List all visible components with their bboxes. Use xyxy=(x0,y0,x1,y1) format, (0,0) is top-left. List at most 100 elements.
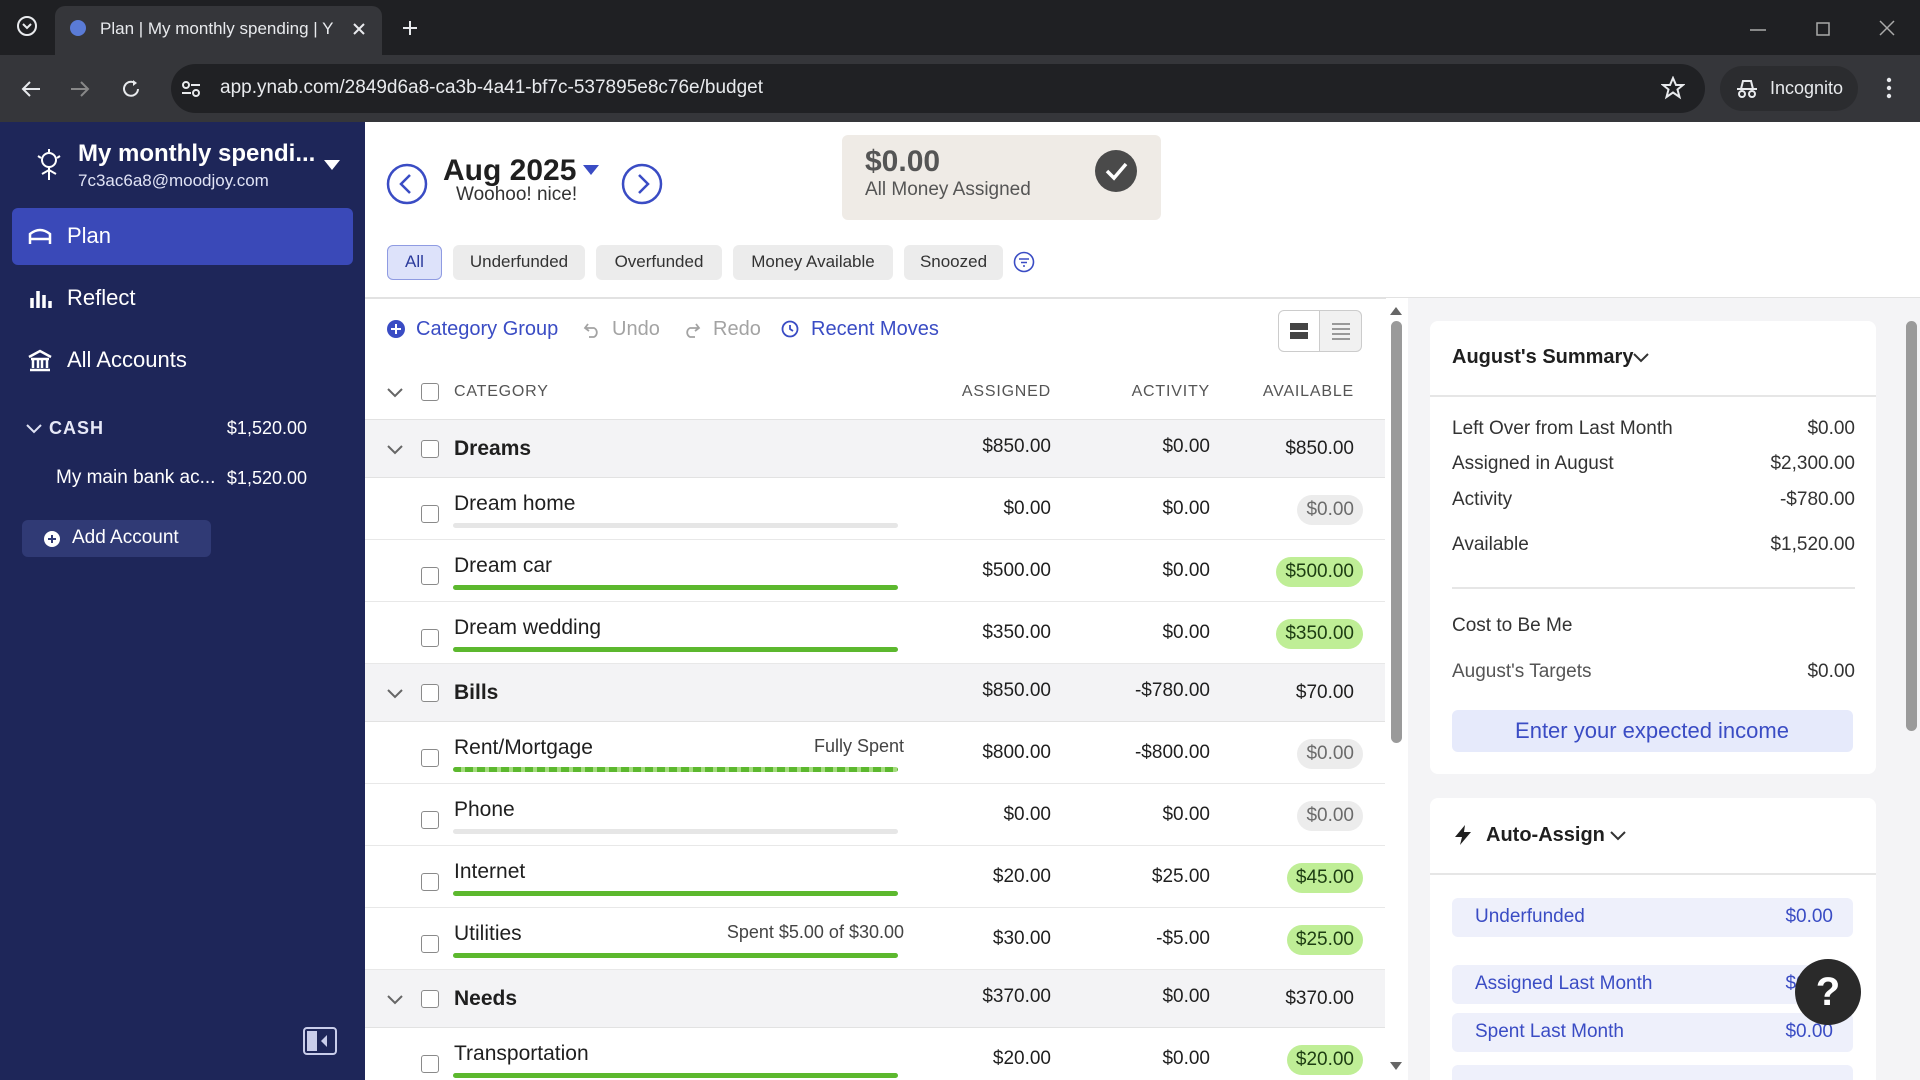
income-button[interactable] xyxy=(1452,710,1853,752)
chevron[interactable] xyxy=(1609,829,1627,841)
minimize[interactable] xyxy=(1748,22,1768,32)
filter-options[interactable] xyxy=(1013,251,1035,273)
tab-close[interactable] xyxy=(351,21,367,37)
help-button[interactable] xyxy=(1795,959,1861,1025)
group-name[interactable]: Bills xyxy=(454,681,499,704)
category-group-row[interactable] xyxy=(365,664,1385,722)
category-name[interactable]: Dream home xyxy=(454,492,576,515)
category-name[interactable]: Transportation xyxy=(454,1042,589,1065)
collapse-sidebar[interactable] xyxy=(303,1027,337,1055)
tab[interactable] xyxy=(55,6,382,55)
category-row[interactable] xyxy=(365,784,1385,846)
checkbox[interactable] xyxy=(421,811,439,829)
category-row[interactable] xyxy=(365,846,1385,908)
filter-pill[interactable] xyxy=(453,245,585,280)
omnibox[interactable] xyxy=(171,64,1705,113)
close-window[interactable] xyxy=(1878,19,1896,37)
prev-month[interactable] xyxy=(386,163,428,205)
available-pill[interactable]: $350.00 xyxy=(1276,619,1363,649)
category-assigned[interactable]: $20.00 xyxy=(992,1048,1051,1069)
toolbar-action[interactable]: Undo xyxy=(612,318,660,340)
available-pill[interactable]: $500.00 xyxy=(1276,557,1363,587)
available-pill[interactable]: $25.00 xyxy=(1286,925,1363,955)
category-name[interactable]: Phone xyxy=(454,798,515,821)
auto-assign-option[interactable] xyxy=(1452,1065,1853,1080)
filter-label[interactable]: Overfunded xyxy=(614,252,704,271)
checkbox[interactable] xyxy=(421,684,439,702)
auto-assign-option[interactable] xyxy=(1452,965,1853,1004)
back[interactable] xyxy=(20,78,42,100)
month-picker[interactable] xyxy=(582,163,600,175)
category-row[interactable] xyxy=(365,722,1385,784)
checkbox[interactable] xyxy=(421,1055,439,1073)
month[interactable]: Aug 2025 xyxy=(443,154,577,187)
income-button-label[interactable]: Enter your expected income xyxy=(1515,718,1789,743)
nav-item[interactable]: Plan xyxy=(67,223,112,248)
account-name[interactable]: My main bank ac... xyxy=(56,467,216,488)
new-tab[interactable] xyxy=(400,18,420,38)
next-month[interactable] xyxy=(621,163,663,205)
browser-menu[interactable] xyxy=(1883,76,1895,100)
scroll-down[interactable] xyxy=(1389,1058,1403,1070)
filter-label[interactable]: Money Available xyxy=(751,252,875,271)
checkbox[interactable] xyxy=(421,505,439,523)
category-name[interactable]: Internet xyxy=(454,860,526,883)
group-name[interactable]: Needs xyxy=(454,987,518,1010)
checkbox[interactable] xyxy=(421,935,439,953)
available-pill[interactable]: $0.00 xyxy=(1297,739,1363,769)
category-row[interactable] xyxy=(365,908,1385,970)
checkbox[interactable] xyxy=(421,990,439,1008)
auto-assign-option[interactable] xyxy=(1452,1013,1853,1052)
toolbar-action[interactable]: Redo xyxy=(713,318,761,340)
add-account-label[interactable]: Add Account xyxy=(72,527,179,548)
filter-pill[interactable] xyxy=(596,245,722,280)
budget-name[interactable]: My monthly spendi... xyxy=(78,140,316,167)
auto-assign-title[interactable]: Auto-Assign xyxy=(1486,824,1605,846)
category-name[interactable]: Utilities xyxy=(454,922,522,945)
category-group-row[interactable] xyxy=(365,970,1385,1028)
category-row[interactable] xyxy=(365,602,1385,664)
option-label[interactable]: Underfunded xyxy=(1475,906,1585,927)
auto-assign-option[interactable] xyxy=(1452,898,1853,937)
category-assigned[interactable]: $0.00 xyxy=(1003,498,1051,519)
chevron[interactable] xyxy=(386,993,404,1005)
reload[interactable] xyxy=(120,78,142,100)
checkbox[interactable] xyxy=(421,749,439,767)
filter-pill[interactable] xyxy=(904,245,1003,280)
scroll-thumb[interactable] xyxy=(1391,321,1402,743)
category-assigned[interactable]: $0.00 xyxy=(1003,804,1051,825)
help-label[interactable]: ? xyxy=(1815,970,1841,1014)
category-assigned[interactable]: $20.00 xyxy=(992,866,1051,887)
available-pill[interactable]: $0.00 xyxy=(1297,801,1363,831)
budget-menu[interactable] xyxy=(323,158,341,170)
available-pill[interactable]: $45.00 xyxy=(1286,863,1363,893)
restore[interactable] xyxy=(1814,20,1832,38)
filter-label[interactable]: All xyxy=(405,252,424,271)
nav-active[interactable] xyxy=(12,208,353,265)
filter-pill[interactable] xyxy=(387,245,442,280)
option-label[interactable]: Assigned Last Month xyxy=(1475,973,1653,994)
chevron[interactable] xyxy=(386,386,404,398)
category-row[interactable] xyxy=(365,478,1385,540)
category-name[interactable]: Dream car xyxy=(454,554,553,577)
filter-label[interactable]: Underfunded xyxy=(469,252,569,271)
toolbar-action[interactable]: Category Group xyxy=(416,318,559,340)
nav-item[interactable]: Reflect xyxy=(67,285,136,310)
chevron[interactable] xyxy=(386,687,404,699)
chevron[interactable] xyxy=(386,443,404,455)
chevron[interactable] xyxy=(1632,351,1650,363)
available-pill[interactable]: $20.00 xyxy=(1286,1045,1363,1075)
bookmark[interactable] xyxy=(1660,75,1686,100)
scroll-thumb[interactable] xyxy=(1906,321,1917,731)
option-label[interactable]: Spent Last Month xyxy=(1475,1021,1624,1042)
chevron[interactable] xyxy=(25,422,43,434)
category-assigned[interactable]: $350.00 xyxy=(982,622,1051,643)
category-name[interactable]: Dream wedding xyxy=(454,616,602,639)
view-toggle[interactable] xyxy=(1320,310,1362,352)
nav-item[interactable]: All Accounts xyxy=(67,347,187,372)
checkbox[interactable] xyxy=(421,440,439,458)
forward[interactable] xyxy=(69,78,91,100)
category-row[interactable] xyxy=(365,1028,1385,1080)
category-assigned[interactable]: $30.00 xyxy=(992,928,1051,949)
category-row[interactable] xyxy=(365,540,1385,602)
